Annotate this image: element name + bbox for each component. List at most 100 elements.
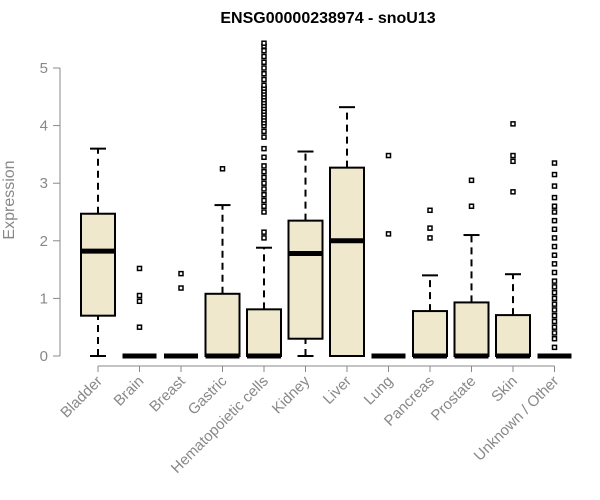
box-iqr: [80, 212, 116, 317]
y-axis: 0 1 2 3 4 5: [40, 60, 61, 365]
outlier-point: [136, 265, 143, 272]
box-iqr: [246, 308, 282, 357]
outlier-point: [551, 289, 558, 296]
outlier-point: [261, 229, 267, 235]
box-group: [412, 207, 448, 359]
outlier-point: [510, 121, 516, 127]
outlier-point: [178, 285, 184, 291]
x-tick-label: Brain: [111, 373, 148, 410]
y-tick-label: 5: [40, 60, 48, 77]
outlier-point: [551, 217, 558, 224]
outlier-point: [261, 191, 267, 198]
outlier-point: [385, 152, 392, 159]
outlier-point: [261, 203, 267, 209]
y-tick-label: 2: [40, 233, 48, 250]
outlier-point: [261, 174, 267, 181]
box-iqr: [453, 301, 490, 358]
outlier-point: [427, 207, 433, 214]
outlier-point: [551, 243, 558, 250]
plot-area: [80, 40, 572, 359]
outlier-point: [427, 235, 433, 241]
outlier-point: [551, 278, 558, 284]
outlier-point: [385, 231, 392, 237]
outlier-point: [261, 71, 267, 77]
y-tick-label: 1: [40, 290, 48, 307]
outlier-point: [510, 189, 516, 195]
box-iqr: [329, 166, 365, 357]
outlier-point: [261, 128, 267, 135]
box-group: [537, 160, 572, 359]
outlier-point: [510, 158, 516, 165]
box-group: [122, 265, 157, 359]
outlier-point: [261, 47, 267, 54]
outlier-point: [261, 180, 267, 186]
outlier-point: [551, 252, 558, 258]
outlier-point: [261, 65, 267, 71]
box-iqr: [412, 310, 448, 357]
outlier-point: [551, 235, 558, 241]
outlier-point: [551, 261, 558, 267]
outlier-point: [551, 171, 558, 178]
outlier-point: [261, 40, 267, 46]
box-group: [329, 106, 365, 357]
outlier-point: [551, 160, 558, 166]
box-iqr: [204, 292, 241, 357]
outlier-point: [261, 82, 267, 89]
outlier-point: [551, 295, 558, 302]
outlier-point: [551, 335, 558, 342]
outlier-point: [261, 168, 267, 175]
outlier-point: [261, 186, 267, 192]
outlier-point: [261, 154, 267, 161]
y-tick-label: 0: [40, 348, 48, 365]
outlier-point: [551, 203, 558, 209]
y-tick-label: 4: [40, 118, 48, 135]
outlier-point: [551, 209, 558, 215]
outlier-point: [261, 235, 267, 241]
y-axis-label: Expression: [1, 160, 18, 239]
outlier-point: [468, 177, 475, 184]
x-tick-label: Kidney: [269, 372, 314, 417]
outlier-point: [551, 183, 558, 189]
outlier-point: [551, 307, 558, 313]
outlier-point: [551, 330, 558, 336]
outlier-point: [136, 292, 143, 299]
outlier-point: [219, 166, 226, 172]
outlier-point: [261, 163, 267, 169]
outlier-point: [261, 53, 267, 60]
outlier-point: [261, 134, 267, 140]
x-tick-label: Lung: [361, 373, 397, 409]
outlier-point: [551, 269, 558, 276]
x-tick-label: Liver: [320, 373, 355, 408]
x-tick-label: Bladder: [57, 373, 106, 422]
box-iqr: [495, 314, 531, 358]
outlier-point: [551, 324, 558, 330]
outlier-point: [136, 298, 143, 305]
box-iqr: [287, 219, 324, 340]
outlier-point: [427, 225, 433, 231]
outlier-point: [261, 76, 267, 83]
box-group: [287, 150, 324, 357]
outlier-point: [551, 226, 558, 233]
outlier-point: [136, 324, 143, 330]
box-group: [80, 147, 116, 357]
box-group: [371, 152, 406, 359]
outlier-point: [178, 270, 184, 277]
outlier-point: [551, 318, 558, 325]
outlier-point: [551, 194, 558, 201]
outlier-point: [510, 152, 516, 159]
box-group: [246, 40, 282, 359]
outlier-point: [551, 344, 558, 351]
box-group: [204, 166, 241, 359]
outlier-point: [551, 284, 558, 290]
outlier-point: [551, 312, 558, 319]
outlier-point: [468, 203, 475, 209]
box-group: [495, 121, 531, 359]
x-tick-label: Breast: [146, 372, 189, 415]
outlier-point: [261, 209, 267, 215]
outlier-point: [551, 301, 558, 307]
chart-title: ENSG00000238974 - snoU13: [220, 10, 435, 27]
outlier-point: [261, 59, 267, 65]
box-group: [453, 177, 490, 359]
